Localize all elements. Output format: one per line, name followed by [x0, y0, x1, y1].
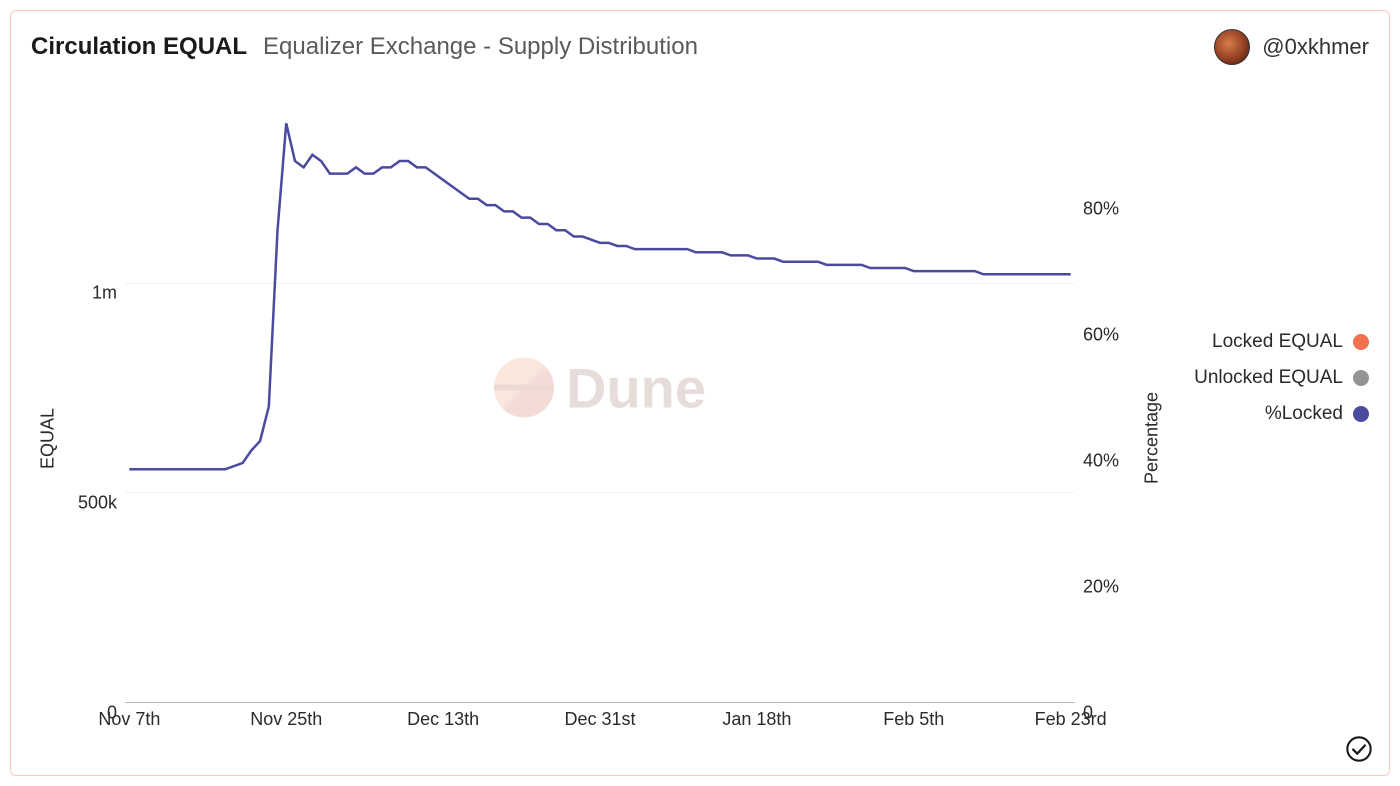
card-header: Circulation EQUAL Equalizer Exchange - S… [31, 29, 1369, 65]
legend-swatch [1353, 406, 1369, 422]
chart-body: EQUAL 0 500k 1m Dune Nov 7th Nov 25th Dec 13… [31, 73, 1369, 743]
y-axis-left-label: EQUAL [31, 73, 65, 743]
plot-wrap: Dune Nov 7thNov 25thDec 13thDec 31stJan … [125, 73, 1075, 743]
header-left: Circulation EQUAL Equalizer Exchange - S… [31, 33, 698, 61]
y-left-tick: 1m [65, 283, 125, 304]
author-handle[interactable]: @0xkhmer [1262, 34, 1369, 60]
legend-label: Locked EQUAL [1212, 331, 1343, 353]
legend-label: %Locked [1265, 403, 1343, 425]
y-right-tick: 20% [1075, 577, 1135, 598]
chart-card: Circulation EQUAL Equalizer Exchange - S… [10, 10, 1390, 776]
x-tick: Dec 13th [407, 709, 479, 730]
x-tick: Jan 18th [722, 709, 791, 730]
y-right-tick: 60% [1075, 325, 1135, 346]
x-tick: Feb 5th [883, 709, 944, 730]
legend-item[interactable]: Locked EQUAL [1183, 331, 1369, 353]
y-axis-right-label: Percentage [1135, 73, 1169, 743]
y-right-tick: 80% [1075, 199, 1135, 220]
x-tick: Nov 7th [98, 709, 160, 730]
y-right-tick: 40% [1075, 451, 1135, 472]
y-right-tick: 0 [1075, 703, 1135, 724]
y-left-tick: 500k [65, 493, 125, 514]
chart-title: Circulation EQUAL [31, 33, 247, 61]
header-right: @0xkhmer [1214, 29, 1369, 65]
legend-swatch [1353, 334, 1369, 350]
legend-label: Unlocked EQUAL [1194, 367, 1343, 389]
legend-swatch [1353, 370, 1369, 386]
y-axis-right-ticks: 0 20% 40% 60% 80% [1075, 73, 1135, 743]
y-axis-left-ticks: 0500k1m [65, 73, 125, 743]
x-tick: Nov 25th [250, 709, 322, 730]
legend: Locked EQUAL Unlocked EQUAL %Locked [1169, 73, 1369, 743]
legend-item[interactable]: Unlocked EQUAL [1183, 367, 1369, 389]
legend-item[interactable]: %Locked [1183, 403, 1369, 425]
plot-area[interactable]: Dune [125, 73, 1075, 703]
x-axis-ticks: Nov 7thNov 25thDec 13thDec 31stJan 18thF… [125, 703, 1075, 743]
verified-check-icon[interactable] [1345, 735, 1373, 763]
chart-subtitle: Equalizer Exchange - Supply Distribution [263, 33, 698, 61]
bar-container [125, 73, 1075, 702]
author-avatar[interactable] [1214, 29, 1250, 65]
x-tick: Dec 31st [564, 709, 635, 730]
